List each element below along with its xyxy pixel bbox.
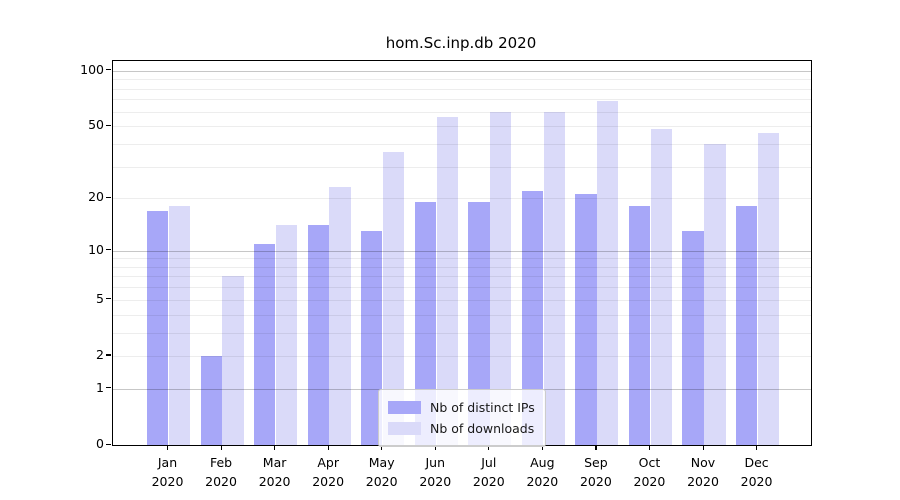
y-tick-label: 2 bbox=[96, 346, 104, 362]
y-tick-mark bbox=[106, 69, 111, 71]
gridline-7 bbox=[113, 276, 811, 278]
bar-downloads-dec bbox=[757, 132, 780, 445]
y-tick-mark bbox=[106, 354, 111, 356]
plot-area bbox=[112, 60, 812, 446]
x-tick-label-aug: Aug 2020 bbox=[526, 455, 559, 489]
y-tick-mark bbox=[106, 298, 111, 300]
x-tick-mark bbox=[648, 445, 651, 450]
bar-downloads-sep bbox=[597, 100, 619, 445]
x-tick-mark bbox=[327, 445, 329, 450]
x-tick-label-apr: Apr 2020 bbox=[312, 455, 345, 489]
bar-distinct-ips-mar bbox=[254, 243, 276, 445]
x-tick-label-may: May 2020 bbox=[365, 455, 398, 489]
y-tick-label: 100 bbox=[80, 61, 104, 77]
y-tick-mark bbox=[106, 443, 111, 445]
x-tick-mark bbox=[167, 445, 169, 450]
gridline-3 bbox=[113, 332, 811, 334]
bar-distinct-ips-jun bbox=[414, 202, 436, 445]
bar-downloads-jun bbox=[436, 117, 458, 445]
gridline-8 bbox=[113, 266, 811, 268]
gridline-30 bbox=[113, 166, 811, 168]
gridline-60 bbox=[113, 111, 811, 113]
x-tick-label-oct: Oct 2020 bbox=[633, 455, 666, 489]
gridline-5 bbox=[113, 299, 811, 301]
legend-swatch-distinct-ips bbox=[388, 401, 421, 414]
gridline-2 bbox=[113, 355, 811, 357]
bar-downloads-apr bbox=[329, 187, 351, 445]
x-tick-mark bbox=[756, 445, 758, 450]
bar-distinct-ips-aug bbox=[521, 190, 544, 445]
legend: Nb of distinct IPs Nb of downloads bbox=[378, 389, 546, 447]
gridline-100 bbox=[113, 70, 811, 72]
x-tick-label-dec: Dec 2020 bbox=[740, 455, 773, 489]
bar-downloads-aug bbox=[543, 111, 565, 445]
chart-title: hom.Sc.inp.db 2020 bbox=[385, 34, 537, 52]
gridline-20 bbox=[113, 198, 811, 200]
gridline-6 bbox=[113, 287, 811, 289]
bar-downloads-jan bbox=[168, 206, 191, 445]
legend-label-downloads: Nb of downloads bbox=[430, 421, 535, 436]
y-tick-label: 0 bbox=[96, 436, 104, 451]
x-tick-mark bbox=[488, 445, 490, 450]
x-tick-label-jan: Jan 2020 bbox=[151, 455, 184, 489]
bar-downloads-feb bbox=[222, 276, 244, 445]
gridline-4 bbox=[113, 314, 811, 316]
y-tick-label: 5 bbox=[96, 290, 104, 306]
y-tick-label: 50 bbox=[88, 117, 104, 133]
bar-distinct-ips-jul bbox=[468, 202, 490, 445]
bar-distinct-ips-sep bbox=[575, 194, 597, 445]
bar-distinct-ips-oct bbox=[628, 206, 651, 445]
x-tick-label-feb: Feb 2020 bbox=[205, 455, 237, 489]
bar-downloads-nov bbox=[704, 143, 726, 445]
x-tick-label-mar: Mar 2020 bbox=[258, 455, 291, 489]
y-tick-label: 10 bbox=[88, 241, 104, 257]
bar-distinct-ips-dec bbox=[736, 206, 758, 445]
x-tick-label-sep: Sep 2020 bbox=[579, 455, 612, 489]
bar-distinct-ips-jan bbox=[146, 210, 169, 445]
y-tick-mark bbox=[106, 249, 111, 251]
bar-downloads-oct bbox=[650, 129, 672, 445]
x-tick-mark bbox=[702, 445, 704, 450]
gridline-50 bbox=[113, 126, 811, 128]
x-tick-label-jun: Jun 2020 bbox=[419, 455, 452, 489]
x-tick-mark bbox=[541, 445, 544, 450]
bar-distinct-ips-feb bbox=[200, 355, 222, 445]
legend-swatch-downloads bbox=[388, 422, 421, 435]
bar-downloads-jul bbox=[490, 111, 512, 445]
x-tick-mark bbox=[381, 445, 383, 450]
y-tick-mark bbox=[106, 196, 111, 198]
bar-distinct-ips-nov bbox=[682, 231, 704, 445]
x-tick-mark bbox=[220, 445, 222, 450]
gridline-9 bbox=[113, 258, 811, 260]
gridline-80 bbox=[113, 88, 811, 90]
x-tick-mark bbox=[434, 445, 436, 450]
bar-distinct-ips-may bbox=[361, 231, 383, 445]
legend-row: Nb of downloads bbox=[388, 418, 535, 439]
gridline-40 bbox=[113, 143, 811, 145]
y-tick-label: 1 bbox=[96, 379, 104, 395]
bar-distinct-ips-apr bbox=[307, 225, 329, 445]
y-tick-mark bbox=[106, 124, 111, 126]
x-tick-label-nov: Nov 2020 bbox=[687, 455, 719, 489]
x-tick-mark bbox=[595, 445, 597, 450]
legend-label-distinct-ips: Nb of distinct IPs bbox=[430, 400, 535, 415]
gridline-10 bbox=[113, 250, 811, 252]
gridline-70 bbox=[113, 99, 811, 101]
legend-row: Nb of distinct IPs bbox=[388, 397, 535, 418]
x-tick-mark bbox=[274, 445, 276, 450]
y-tick-mark bbox=[106, 387, 111, 389]
gridline-90 bbox=[113, 79, 811, 81]
bar-downloads-may bbox=[382, 152, 405, 445]
x-tick-label-jul: Jul 2020 bbox=[472, 455, 505, 489]
bar-downloads-mar bbox=[275, 225, 298, 445]
y-tick-label: 20 bbox=[88, 189, 104, 205]
